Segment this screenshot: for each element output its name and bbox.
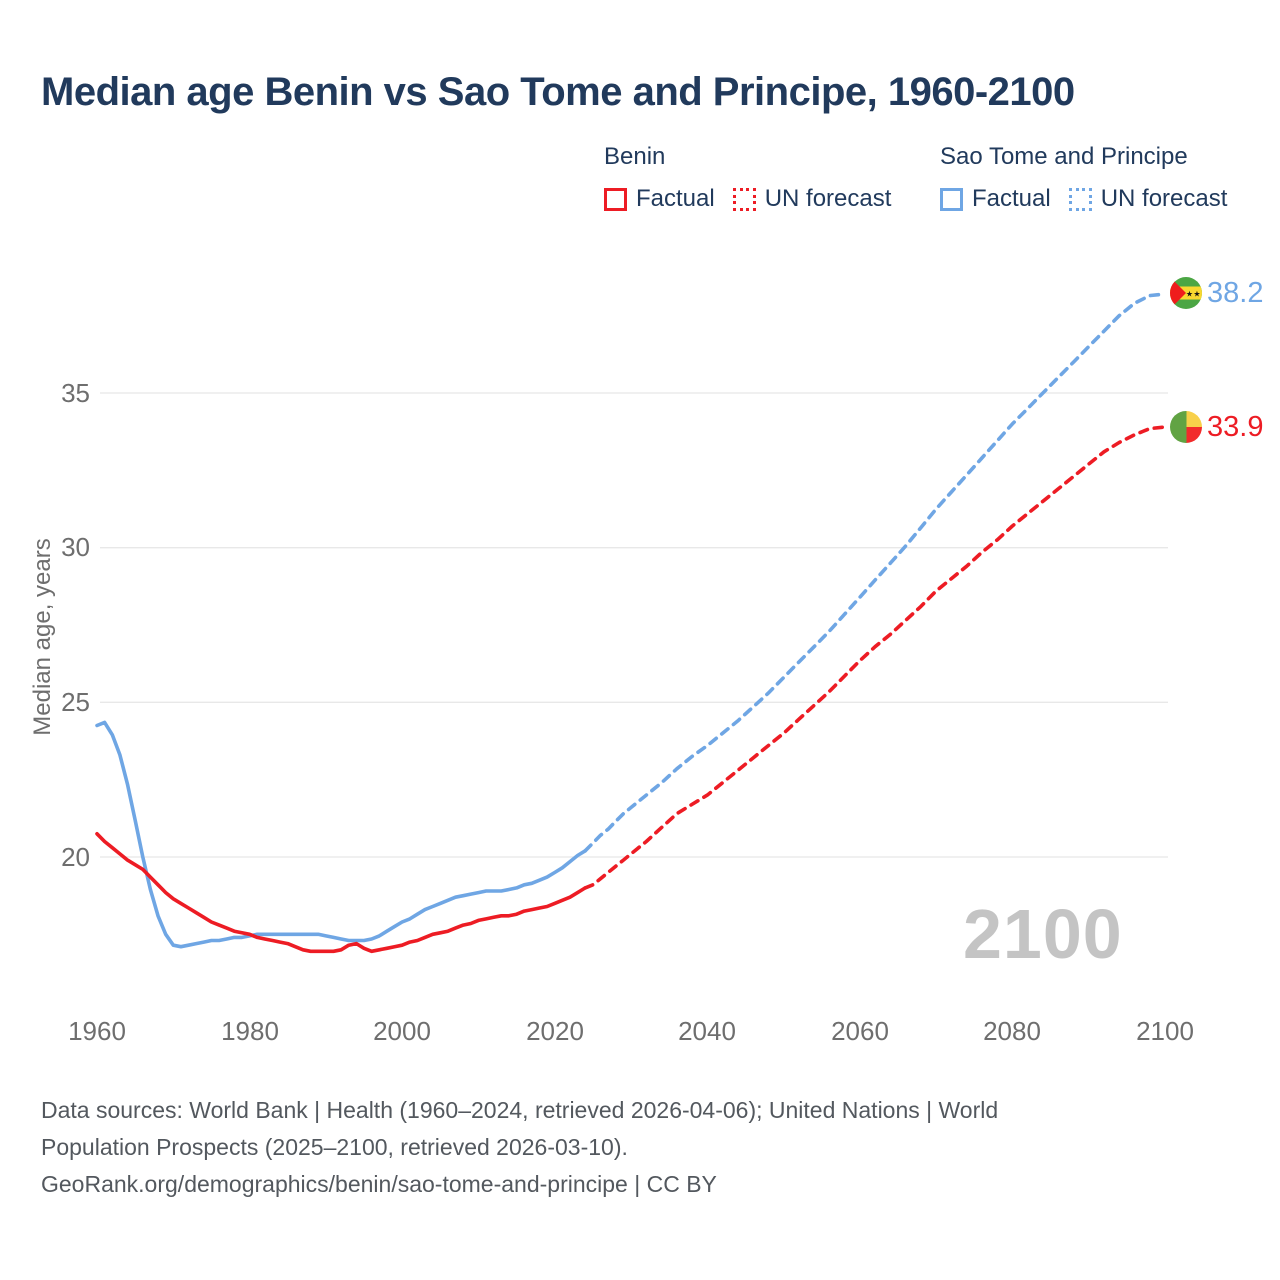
x-tick-2060: 2060 (831, 1016, 889, 1046)
legend-label-sao-tome-factual: Factual (972, 185, 1051, 212)
y-tick-25: 25 (61, 687, 90, 717)
footer-line-3: GeoRank.org/demographics/benin/sao-tome-… (41, 1171, 717, 1197)
plot-layer (95, 292, 1168, 954)
x-tick-2020: 2020 (526, 1016, 584, 1046)
legend-label-benin-forecast: UN forecast (764, 185, 892, 212)
legend-row-benin: Factual UN forecast (604, 185, 891, 213)
end-value-sao-tome: 38.2 (1207, 277, 1264, 309)
footer-line-1: Data sources: World Bank | Health (1960–… (41, 1097, 999, 1123)
series-benin-forecast (583, 425, 1167, 890)
sao-tome-factual-swatch-icon (940, 187, 963, 211)
legend-row-sao-tome: Factual UN forecast (940, 185, 1227, 213)
x-tick-1960: 1960 (68, 1016, 126, 1046)
svg-text:★: ★ (1193, 290, 1200, 299)
watermark-year: 2100 (963, 895, 1123, 973)
page-title: Median age Benin vs Sao Tome and Princip… (41, 70, 1075, 114)
sao-tome-flag-icon: ★ ★ (1170, 277, 1202, 309)
legend-item-benin-factual[interactable]: Factual (604, 185, 715, 213)
x-tick-2000: 2000 (373, 1016, 431, 1046)
footer: Data sources: World Bank | Health (1960–… (41, 1092, 1231, 1203)
end-value-benin: 33.9 (1207, 411, 1264, 443)
benin-factual-swatch-icon (604, 187, 627, 211)
y-tick-30: 30 (61, 532, 90, 562)
legend-group-benin: Benin Factual UN forecast (604, 143, 891, 213)
benin-flag-icon (1170, 411, 1202, 443)
legend-label-sao-tome-forecast: UN forecast (1100, 185, 1228, 212)
footer-line-2: Population Prospects (2025–2100, retriev… (41, 1134, 628, 1160)
series-sao-tome-forecast (583, 292, 1167, 853)
legend-label-benin-factual: Factual (636, 185, 715, 212)
legend-country-sao-tome: Sao Tome and Principe (940, 143, 1188, 170)
sao-tome-forecast-swatch-icon (1068, 187, 1092, 211)
x-tick-1980: 1980 (221, 1016, 279, 1046)
series-sao-tome-factual (95, 720, 587, 949)
svg-text:★: ★ (1186, 290, 1193, 299)
legend-item-benin-forecast[interactable]: UN forecast (732, 185, 892, 213)
legend-group-sao-tome: Sao Tome and Principe Factual UN forecas… (940, 143, 1227, 213)
benin-forecast-swatch-icon (732, 187, 756, 211)
series-benin-factual (95, 832, 587, 954)
x-tick-2080: 2080 (983, 1016, 1041, 1046)
legend-item-sao-tome-forecast[interactable]: UN forecast (1068, 185, 1228, 213)
x-tick-2040: 2040 (678, 1016, 736, 1046)
legend-item-sao-tome-factual[interactable]: Factual (940, 185, 1051, 213)
x-tick-2100: 2100 (1136, 1016, 1194, 1046)
y-tick-20: 20 (61, 842, 90, 872)
y-tick-35: 35 (61, 378, 90, 408)
legend-country-benin: Benin (604, 143, 666, 170)
